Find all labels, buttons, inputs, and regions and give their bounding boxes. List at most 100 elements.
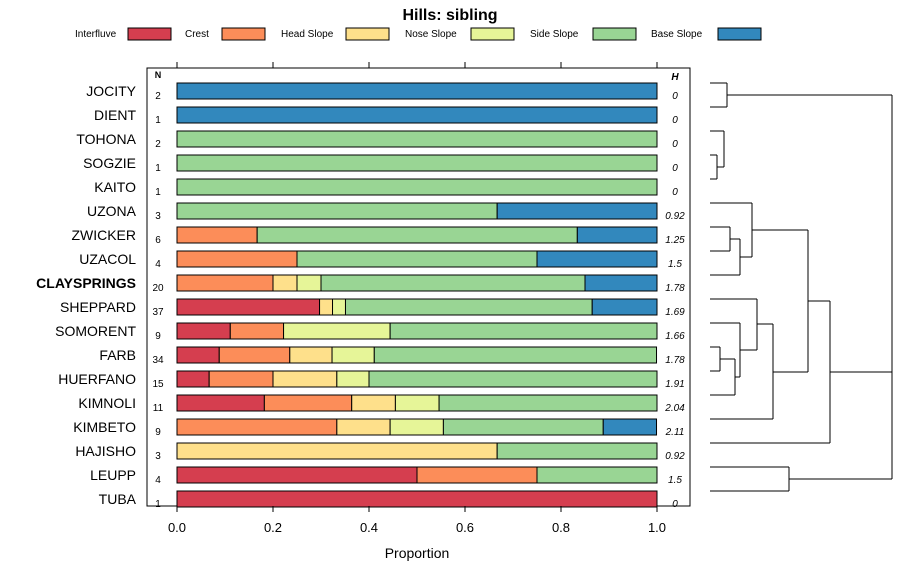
h-value: 1.66 — [665, 331, 685, 342]
bar-segment — [176, 490, 658, 508]
bar-segment — [389, 418, 444, 436]
bar-segment — [331, 346, 375, 364]
bar-segment — [296, 274, 322, 292]
bar-segment — [289, 346, 333, 364]
h-value: 0 — [672, 499, 678, 510]
bar-segment — [229, 322, 285, 340]
h-value: 2.04 — [664, 403, 685, 414]
bar-segment — [320, 274, 586, 292]
h-value: 0 — [672, 187, 678, 198]
bar-segment — [296, 250, 538, 268]
bar-segment — [591, 298, 658, 316]
bar-segment — [394, 394, 440, 412]
bar-segment — [176, 370, 210, 388]
dendrogram-link — [710, 300, 831, 444]
dendrogram — [710, 82, 893, 492]
bar-segment — [176, 346, 220, 364]
n-value: 9 — [155, 427, 161, 438]
x-tick-label: 0.0 — [168, 520, 186, 535]
bar-segment — [536, 250, 658, 268]
bar-segment — [336, 370, 370, 388]
x-tick-label: 0.2 — [264, 520, 282, 535]
bar-segment — [176, 178, 658, 196]
category-label: HUERFANO — [58, 371, 136, 387]
legend-label: Base Slope — [651, 29, 703, 40]
bar-segment — [272, 274, 298, 292]
x-tick-label: 0.8 — [552, 520, 570, 535]
legend-swatch — [345, 27, 390, 41]
dendrogram-link — [710, 346, 721, 372]
dendrogram-link — [752, 229, 809, 373]
category-label: LEUPP — [90, 467, 136, 483]
h-value: 1.91 — [665, 379, 684, 390]
category-label: TOHONA — [76, 131, 136, 147]
n-value: 6 — [155, 235, 161, 246]
h-value: 0.92 — [665, 451, 685, 462]
h-value: 0 — [672, 115, 678, 126]
category-label: KIMBETO — [73, 419, 136, 435]
category-label: UZONA — [87, 203, 137, 219]
n-value: 1 — [155, 115, 161, 126]
dendrogram-link — [789, 371, 893, 480]
dendrogram-link — [710, 466, 790, 492]
h-value: 2.11 — [665, 427, 685, 438]
n-value: 2 — [155, 91, 161, 102]
dendrogram-link — [710, 154, 718, 180]
n-value: 11 — [153, 403, 164, 414]
dendrogram-link — [710, 238, 741, 276]
bar-segment — [283, 322, 391, 340]
bar-segment — [256, 226, 578, 244]
bar-segment — [176, 274, 274, 292]
bar-segment — [496, 202, 658, 220]
category-label: KAITO — [94, 179, 136, 195]
legend-swatch — [717, 27, 762, 41]
n-value: 20 — [152, 283, 164, 294]
bar-segment — [176, 106, 658, 124]
h-value: 1.25 — [665, 235, 685, 246]
bar-segment — [368, 370, 658, 388]
bar-segment — [602, 418, 658, 436]
legend-label: Side Slope — [530, 29, 579, 40]
dendrogram-link — [727, 94, 893, 425]
n-value: 1 — [155, 163, 161, 174]
dendrogram-link — [710, 298, 758, 351]
h-value: 1.69 — [665, 307, 685, 318]
bar-segment — [176, 394, 265, 412]
bar-segment — [176, 442, 498, 460]
bar-segment — [344, 298, 593, 316]
chart-title: Hills: sibling — [402, 7, 497, 24]
bar-segment — [176, 82, 658, 100]
category-label: CLAYSPRINGS — [36, 275, 136, 291]
legend-swatch — [221, 27, 266, 41]
legend-label: Head Slope — [281, 29, 334, 40]
bar-segment — [584, 274, 658, 292]
bar-segment — [176, 322, 231, 340]
category-label: SOMORENT — [55, 323, 136, 339]
bar-segment — [319, 298, 334, 316]
h-value: 0 — [672, 91, 678, 102]
h-value: 0.92 — [665, 211, 685, 222]
legend-swatch — [470, 27, 515, 41]
n-value: 4 — [155, 475, 161, 486]
x-tick-label: 0.6 — [456, 520, 474, 535]
legend-label: Crest — [185, 29, 209, 40]
x-tick-label: 1.0 — [648, 520, 666, 535]
legend-label: Nose Slope — [405, 29, 457, 40]
category-label: SHEPPARD — [60, 299, 136, 315]
dendrogram-link — [710, 82, 728, 108]
n-value: 3 — [155, 211, 161, 222]
bar-segment — [332, 298, 346, 316]
n-column-header: N — [155, 70, 162, 80]
n-value: 34 — [152, 355, 164, 366]
n-value: 9 — [155, 331, 161, 342]
n-value: 2 — [155, 139, 161, 150]
n-value: 1 — [155, 187, 161, 198]
h-column-header: H — [671, 72, 679, 83]
h-value: 0 — [672, 163, 678, 174]
bar-segment — [176, 202, 498, 220]
bar-segment — [373, 346, 658, 364]
dendrogram-link — [710, 130, 725, 168]
n-value: 3 — [155, 451, 161, 462]
